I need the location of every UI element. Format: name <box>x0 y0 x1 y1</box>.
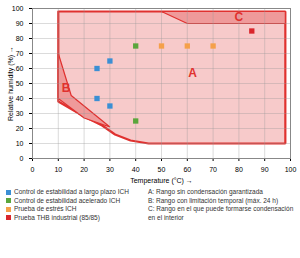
svg-text:Relative humidity (%) →: Relative humidity (%) → <box>7 46 15 121</box>
svg-text:50: 50 <box>16 80 24 87</box>
svg-text:70: 70 <box>16 50 24 57</box>
svg-text:90: 90 <box>261 166 269 173</box>
svg-text:100: 100 <box>285 166 297 173</box>
svg-text:0: 0 <box>20 155 24 162</box>
svg-text:0: 0 <box>31 166 35 173</box>
svg-text:40: 40 <box>132 166 140 173</box>
svg-text:50: 50 <box>158 166 166 173</box>
svg-text:10: 10 <box>16 140 24 147</box>
html-text:B: Rango con limitación tempor: B: Rango con limitación temporal (máx. 2… <box>148 196 279 204</box>
svg-text:B: B <box>62 81 71 95</box>
html-text:Control de estabilidad a largo: Control de estabilidad a largo plazo ICH <box>14 188 129 195</box>
html-text:A: Rango sin condensación gara: A: Rango sin condensación garantizada <box>148 188 263 195</box>
svg-text:100: 100 <box>12 5 24 12</box>
svg-text:90: 90 <box>16 20 24 27</box>
svg-text:30: 30 <box>16 110 24 117</box>
svg-text:70: 70 <box>209 166 217 173</box>
svg-text:60: 60 <box>16 65 24 72</box>
svg-text:30: 30 <box>106 166 114 173</box>
svg-text:C: C <box>235 10 244 24</box>
svg-text:20: 20 <box>80 166 88 173</box>
html-text:C: Rango en el que puede forma: C: Rango en el que puede formarse conden… <box>148 205 294 221</box>
svg-text:10: 10 <box>54 166 62 173</box>
html-text:Prueba de estrés ICH: Prueba de estrés ICH <box>14 205 77 212</box>
html-text:Prueba THB industrial (85/85): Prueba THB industrial (85/85) <box>14 213 100 221</box>
svg-text:60: 60 <box>183 166 191 173</box>
svg-text:80: 80 <box>235 166 243 173</box>
svg-text:40: 40 <box>16 95 24 102</box>
svg-text:Temperature (°C) →: Temperature (°C) → <box>130 177 193 185</box>
svg-text:A: A <box>188 66 197 80</box>
svg-text:80: 80 <box>16 35 24 42</box>
html-text:Control de estabilidad acelera: Control de estabilidad acelerado ICH <box>14 196 121 204</box>
svg-text:20: 20 <box>16 125 24 132</box>
